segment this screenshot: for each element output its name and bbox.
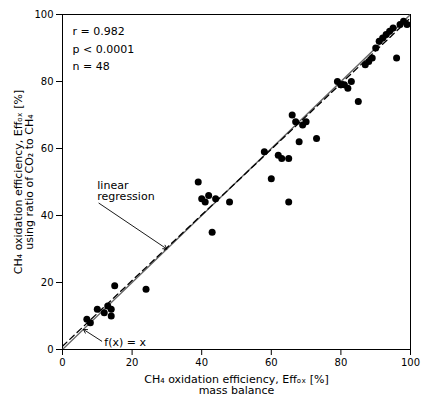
svg-text:20: 20	[41, 277, 54, 288]
svg-text:0: 0	[59, 357, 65, 368]
svg-text:60: 60	[265, 357, 278, 368]
svg-text:100: 100	[401, 357, 420, 368]
svg-text:linearregression: linearregression	[97, 179, 154, 203]
svg-text:80: 80	[41, 76, 54, 87]
svg-text:CH₄ oxidation efficiency, Effₒ: CH₄ oxidation efficiency, Effₒₓ [%]mass …	[144, 373, 328, 397]
svg-text:20: 20	[126, 357, 139, 368]
svg-text:0: 0	[47, 344, 53, 355]
svg-text:CH₄ oxidation efficiency, Effₒ: CH₄ oxidation efficiency, Effₒₓ [%]using…	[12, 90, 36, 274]
svg-text:f(x) = x: f(x) = x	[104, 336, 146, 349]
svg-text:40: 40	[41, 210, 54, 221]
svg-text:r = 0.982p < 0.0001n = 48: r = 0.982p < 0.0001n = 48	[73, 25, 135, 73]
svg-text:100: 100	[34, 9, 53, 20]
svg-text:80: 80	[335, 357, 348, 368]
svg-text:60: 60	[41, 143, 54, 154]
svg-text:40: 40	[195, 357, 208, 368]
